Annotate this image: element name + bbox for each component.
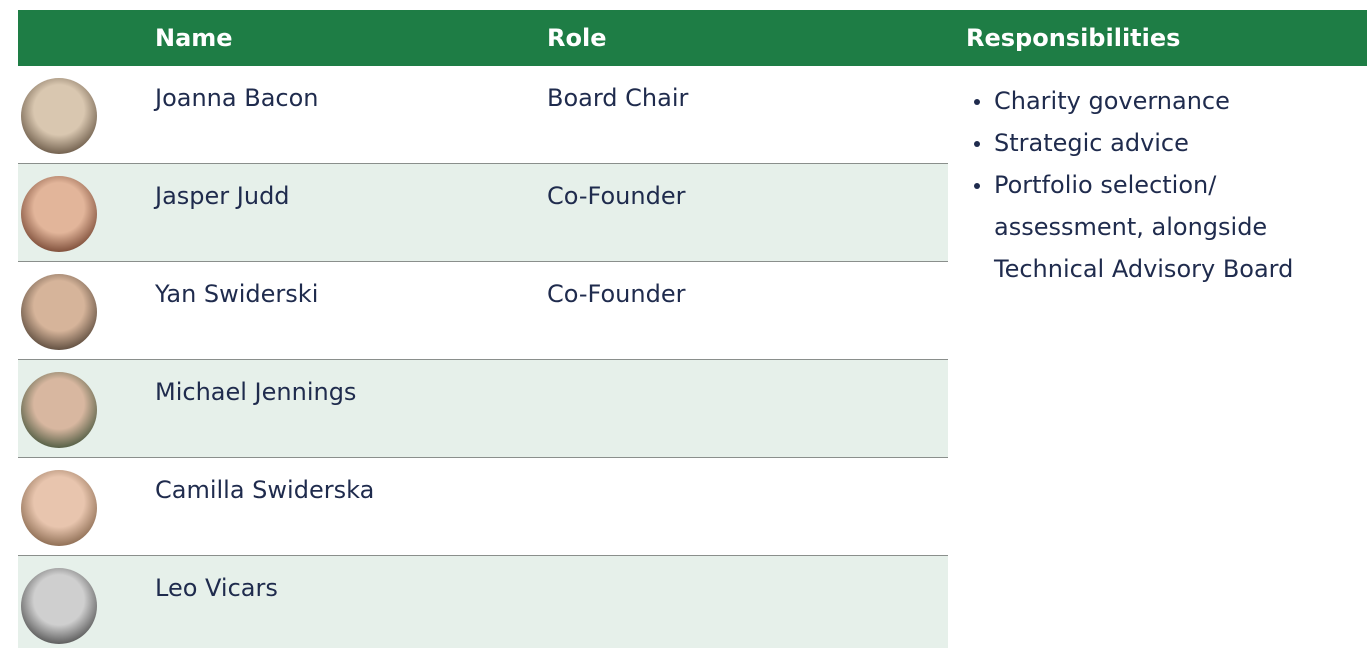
responsibility-item: Portfolio selection/ assessment, alongsi… [968,164,1348,290]
name-cell: Michael Jennings [155,378,357,406]
header-cell: Responsibilities [966,24,1181,52]
table-header: Name Role Responsibilities [18,10,1367,66]
header-cell: Name [155,24,233,52]
table-row: Jasper Judd Co-Founder [18,164,948,262]
responsibility-item: Strategic advice [968,122,1348,164]
responsibilities-list: Charity governance Strategic advice Portfo… [968,80,1348,290]
table-row: Leo Vicars [18,556,948,648]
avatar [21,568,97,644]
name-cell: Camilla Swiderska [155,476,375,504]
avatar [21,274,97,350]
role-cell: Co-Founder [547,280,686,308]
role-cell: Co-Founder [547,182,686,210]
table-row: Yan Swiderski Co-Founder [18,262,948,360]
table-row: Michael Jennings [18,360,948,458]
header-cell: Role [547,24,607,52]
name-cell: Leo Vicars [155,574,278,602]
name-cell: Yan Swiderski [155,280,319,308]
responsibility-item: Charity governance [968,80,1348,122]
role-cell: Board Chair [547,84,689,112]
table-row: Joanna Bacon Board Chair [18,66,948,164]
name-cell: Jasper Judd [155,182,290,210]
avatar [21,470,97,546]
table-row: Camilla Swiderska [18,458,948,556]
name-cell: Joanna Bacon [155,84,319,112]
avatar [21,176,97,252]
avatar [21,372,97,448]
avatar [21,78,97,154]
